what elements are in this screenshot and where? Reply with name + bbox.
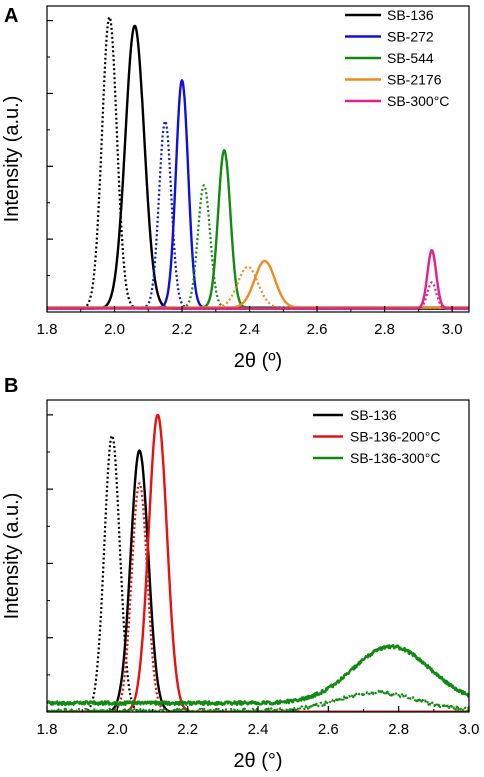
x-tick-label: 2.2 xyxy=(177,721,198,738)
x-tick-label: 2.8 xyxy=(388,721,409,738)
series-line-unnamed-1-dotted xyxy=(47,434,469,712)
x-tick-label: 2.6 xyxy=(307,321,328,338)
x-tick-label: 1.8 xyxy=(37,321,58,338)
x-tick-label: 2.4 xyxy=(239,321,260,338)
y-axis-label: Intensity (a.u.) xyxy=(1,493,23,620)
panel-label: B xyxy=(4,375,18,397)
legend: SB-136 SB-272 SB-544 SB-2176 SB-300°C xyxy=(345,7,449,109)
legend-label: SB-136-300°C xyxy=(350,450,440,466)
legend-label: SB-272 xyxy=(387,29,434,45)
legend-label: SB-2176 xyxy=(387,72,442,88)
series-line-unnamed-3-dotted xyxy=(47,120,469,309)
series-line-unnamed-5-dotted xyxy=(47,184,469,309)
x-tick-label: 2.8 xyxy=(374,321,395,338)
x-tick-label: 3.0 xyxy=(442,321,463,338)
x-tick-label: 1.8 xyxy=(37,721,58,738)
plot-frame xyxy=(46,5,470,313)
x-tick-label: 2.0 xyxy=(107,721,128,738)
x-tick-label: 3.0 xyxy=(459,721,480,738)
series-line-sb-136 xyxy=(47,24,469,310)
legend-label: SB-136-200°C xyxy=(350,429,440,445)
series-line-unnamed-5-dotted xyxy=(47,689,469,712)
x-axis-label: 2θ (º) xyxy=(234,350,282,372)
panel-label: A xyxy=(4,5,18,27)
x-axis-label: 2θ (°) xyxy=(233,750,282,772)
y-axis-label: Intensity (a.u.) xyxy=(1,96,23,223)
x-tick-label: 2.4 xyxy=(248,721,269,738)
legend-label: SB-300°C xyxy=(387,93,449,109)
legend-label: SB-544 xyxy=(387,50,434,66)
legend-label: SB-136 xyxy=(387,7,434,23)
series-line-sb-136 xyxy=(47,449,469,712)
chart-panel-B: B 1.8 2.0 2.2 2.4 2.6 2.8 3.0 2θ (°) Intensity (a… xyxy=(1,375,479,772)
series-line-sb-136-300-c xyxy=(47,644,469,707)
x-tick-label: 2.6 xyxy=(318,721,339,738)
chart-panel-A: A 1.8 2.0 2.2 2.4 2.6 2.8 3.0 2θ (º) Intensity (a… xyxy=(1,5,470,372)
x-tick-label: 2.2 xyxy=(172,321,193,338)
x-tick-label: 2.0 xyxy=(104,321,125,338)
series-line-unnamed-9-dotted xyxy=(47,281,469,310)
legend-label: SB-136 xyxy=(350,407,397,423)
series-line-unnamed-3-dotted xyxy=(47,482,469,712)
legend: SB-136 SB-136-200°C SB-136-300°C xyxy=(313,407,440,466)
